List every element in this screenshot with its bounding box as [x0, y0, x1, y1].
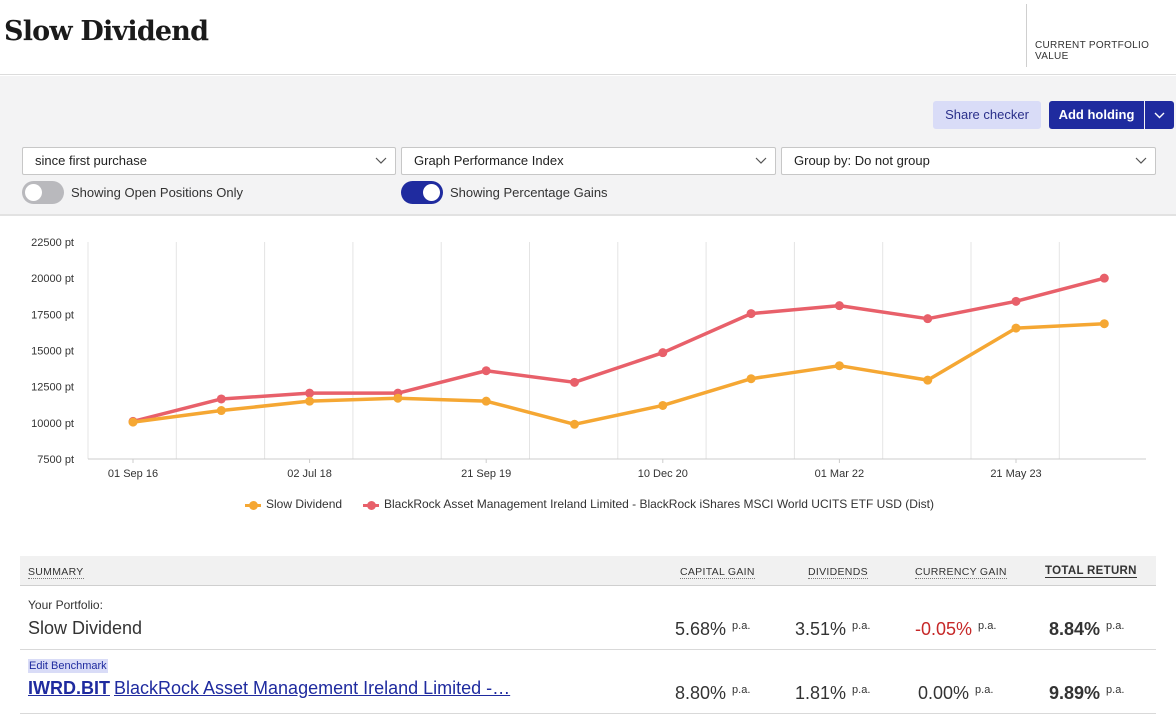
y-tick-label: 15000 pt — [31, 346, 74, 358]
dividends-column-header[interactable]: DIVIDENDS — [808, 566, 868, 579]
data-point — [1011, 296, 1021, 306]
summary-table: SUMMARY CAPITAL GAIN DIVIDENDS CURRENCY … — [20, 556, 1156, 714]
y-tick-label: 12500 pt — [31, 382, 74, 394]
portfolio-dividends: 3.51% p.a. — [795, 619, 871, 639]
benchmark-name[interactable]: BlackRock Asset Management Ireland Limit… — [113, 678, 511, 698]
open-positions-toggle[interactable] — [22, 181, 64, 204]
y-tick-label: 22500 pt — [31, 237, 74, 249]
data-point — [128, 417, 138, 427]
data-point — [923, 314, 933, 324]
series-line-1 — [132, 276, 1105, 424]
y-tick-label: 7500 pt — [37, 454, 74, 466]
period-select-value: since first purchase — [35, 153, 147, 168]
toggle-knob — [25, 184, 42, 201]
data-point — [834, 361, 844, 371]
benchmark-total-return: 9.89% p.a. — [1049, 683, 1125, 703]
benchmark-capital-gain: 8.80% p.a. — [675, 683, 751, 703]
graph-type-select-value: Graph Performance Index — [414, 153, 564, 168]
x-tick-label: 01 Mar 22 — [815, 468, 865, 480]
y-tick-label: 20000 pt — [31, 273, 74, 285]
performance-chart: 22500 pt 20000 pt 17500 pt 15000 pt 12500 pt… — [0, 218, 1176, 538]
x-tick-label: 01 Sep 16 — [108, 468, 158, 480]
portfolio-capital-gain: 5.68% p.a. — [675, 619, 751, 639]
chevron-down-icon — [1135, 157, 1147, 164]
data-point — [216, 394, 226, 404]
data-point — [393, 393, 403, 403]
legend-swatch-dot — [367, 501, 376, 510]
page-title: Slow Dividend — [4, 16, 209, 47]
y-tick-label: 17500 pt — [31, 309, 74, 321]
period-select[interactable]: since first purchase — [22, 147, 396, 175]
data-point — [746, 309, 756, 319]
data-point — [746, 374, 756, 384]
current-portfolio-value-label: CURRENT PORTFOLIO VALUE — [1035, 40, 1150, 62]
percentage-gains-toggle-label: Showing Percentage Gains — [450, 185, 608, 200]
edit-benchmark-link[interactable]: Edit Benchmark — [28, 659, 108, 673]
graph-type-select[interactable]: Graph Performance Index — [401, 147, 776, 175]
chevron-down-icon — [1154, 112, 1165, 119]
add-holding-button[interactable]: Add holding — [1049, 101, 1144, 129]
add-holding-dropdown-button[interactable] — [1145, 101, 1174, 129]
data-point — [658, 400, 668, 410]
data-point — [570, 419, 579, 429]
legend-swatch-dot — [249, 501, 258, 510]
group-by-select[interactable]: Group by: Do not group — [781, 147, 1156, 175]
benchmark-link[interactable]: IWRD.BIT BlackRock Asset Management Irela… — [28, 678, 510, 699]
benchmark-summary-row: Edit Benchmark IWRD.BIT BlackRock Asset M… — [20, 650, 1156, 714]
data-point — [305, 396, 315, 406]
data-point — [834, 301, 844, 311]
summary-column-header: SUMMARY — [28, 566, 84, 579]
y-tick-label: 10000 pt — [31, 418, 74, 430]
data-point — [1099, 273, 1109, 283]
x-tick-label: 21 May 23 — [990, 468, 1041, 480]
benchmark-dividends: 1.81% p.a. — [795, 683, 871, 703]
data-point — [481, 366, 491, 376]
your-portfolio-caption: Your Portfolio: — [28, 598, 103, 612]
x-tick-label: 02 Jul 18 — [287, 468, 332, 480]
chevron-down-icon — [755, 157, 767, 164]
benchmark-ticker[interactable]: IWRD.BIT — [28, 678, 110, 698]
data-point — [658, 348, 668, 358]
currency-gain-column-header[interactable]: CURRENCY GAIN — [915, 566, 1007, 579]
data-point — [923, 375, 933, 385]
percentage-gains-toggle[interactable] — [401, 181, 443, 204]
legend-label: Slow Dividend — [266, 497, 343, 511]
portfolio-summary-row: Your Portfolio: Slow Dividend 5.68% p.a. … — [20, 586, 1156, 650]
portfolio-total-return: 8.84% p.a. — [1049, 619, 1125, 639]
data-point — [216, 406, 226, 416]
portfolio-currency-gain: -0.05% p.a. — [915, 619, 997, 639]
toggle-knob — [423, 184, 440, 201]
share-checker-button[interactable]: Share checker — [933, 101, 1041, 129]
controls-panel — [0, 76, 1176, 216]
top-header: Slow Dividend CURRENT PORTFOLIO VALUE — [0, 0, 1176, 75]
summary-header-row: SUMMARY CAPITAL GAIN DIVIDENDS CURRENCY … — [20, 556, 1156, 586]
capital-gain-column-header[interactable]: CAPITAL GAIN — [680, 566, 755, 579]
open-positions-toggle-label: Showing Open Positions Only — [71, 185, 243, 200]
data-point — [1011, 323, 1021, 333]
series-line-0 — [132, 321, 1105, 427]
data-point — [305, 388, 315, 398]
benchmark-currency-gain: 0.00% p.a. — [918, 683, 994, 703]
data-point — [481, 396, 491, 406]
header-divider — [1026, 4, 1027, 67]
data-point — [1099, 319, 1109, 329]
legend-label: BlackRock Asset Management Ireland Limit… — [384, 497, 934, 511]
total-return-column-header[interactable]: TOTAL RETURN — [1045, 565, 1137, 578]
data-point — [570, 377, 579, 387]
chevron-down-icon — [375, 157, 387, 164]
performance-chart-svg: 22500 pt 20000 pt 17500 pt 15000 pt 12500 pt… — [31, 237, 1146, 480]
portfolio-name: Slow Dividend — [28, 618, 143, 638]
x-tick-label: 21 Sep 19 — [461, 468, 511, 480]
group-by-select-value: Group by: Do not group — [794, 153, 930, 168]
x-tick-label: 10 Dec 20 — [638, 468, 688, 480]
